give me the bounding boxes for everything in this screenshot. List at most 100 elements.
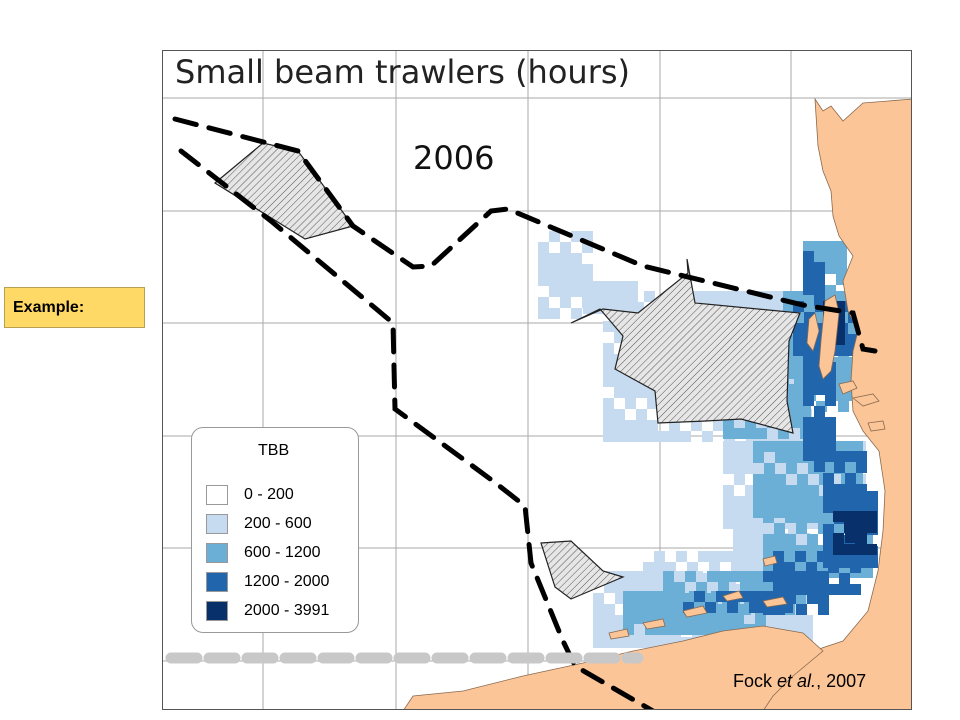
effort-cell <box>797 452 808 463</box>
effort-cell <box>734 441 745 452</box>
effort-cell <box>698 573 709 584</box>
effort-cell <box>689 613 700 624</box>
effort-cell <box>828 584 839 595</box>
effort-cell <box>733 522 744 533</box>
effort-cell <box>814 262 825 273</box>
effort-cell <box>838 390 849 401</box>
effort-cell <box>818 582 829 593</box>
island-wadden-4 <box>682 605 708 618</box>
effort-cell <box>838 357 849 368</box>
effort-cell <box>852 441 863 452</box>
effort-cell <box>538 308 549 319</box>
effort-cell <box>755 613 766 624</box>
effort-cell <box>626 582 637 593</box>
legend-row-4: 1200 - 2000 <box>206 571 329 593</box>
island-wadden-2 <box>762 555 778 567</box>
effort-cell <box>582 275 593 286</box>
effort-cell <box>825 384 836 395</box>
effort-cell <box>560 264 571 275</box>
effort-cell <box>656 591 667 602</box>
effort-cell <box>803 251 814 262</box>
effort-cell <box>829 523 840 534</box>
effort-cell <box>645 602 656 613</box>
effort-cell <box>763 534 774 545</box>
effort-cell <box>786 452 797 463</box>
effort-cell <box>814 439 825 450</box>
effort-cell <box>845 502 856 513</box>
effort-cell <box>691 420 702 431</box>
legend-row-1: 0 - 200 <box>206 484 294 506</box>
effort-cell <box>571 253 582 264</box>
effort-cell <box>856 491 867 502</box>
effort-cell <box>808 485 819 496</box>
effort-cell <box>593 604 604 615</box>
effort-cell <box>811 518 822 529</box>
effort-cell <box>683 602 694 613</box>
effort-cell <box>856 521 867 532</box>
effort-cell <box>794 291 805 302</box>
effort-cell <box>734 474 745 485</box>
effort-cell <box>678 624 689 635</box>
effort-cell <box>694 591 705 602</box>
effort-cell <box>742 551 753 562</box>
effort-cell <box>764 441 775 452</box>
effort-cell <box>605 281 616 292</box>
effort-cell <box>807 512 818 523</box>
effort-cell <box>836 252 847 263</box>
effort-cell <box>833 511 844 522</box>
effort-cell <box>699 291 710 302</box>
effort-cell <box>634 602 645 613</box>
effort-cell <box>636 420 647 431</box>
effort-cell <box>711 613 722 624</box>
effort-cell <box>796 523 807 534</box>
credit-etal: et al. <box>777 671 817 691</box>
effort-cell <box>676 573 687 584</box>
effort-cell <box>538 253 549 264</box>
effort-cell <box>731 551 742 562</box>
effort-cell <box>849 324 860 335</box>
effort-cell <box>560 242 571 253</box>
effort-cell <box>643 562 654 573</box>
effort-cell <box>627 281 638 292</box>
effort-cell <box>603 409 614 420</box>
effort-cell <box>774 604 785 615</box>
effort-cell <box>803 284 814 295</box>
effort-cell <box>738 591 749 602</box>
effort-cell <box>807 534 818 545</box>
island-wadden-7 <box>762 596 788 608</box>
effort-cell <box>723 452 734 463</box>
effort-cell <box>771 591 782 602</box>
effort-cell <box>645 613 656 624</box>
effort-cell <box>836 241 847 252</box>
effort-cell <box>775 485 786 496</box>
effort-cell <box>747 615 758 626</box>
map-year: 2006 <box>413 139 495 177</box>
effort-cell <box>604 582 615 593</box>
effort-cell <box>645 591 656 602</box>
effort-cell <box>637 582 648 593</box>
effort-cell <box>823 535 834 546</box>
legend-swatch-2 <box>206 514 228 534</box>
effort-cell <box>549 264 560 275</box>
effort-cell <box>807 582 818 593</box>
effort-cell <box>784 562 795 573</box>
legend-title: TBB <box>258 442 290 459</box>
effort-cell <box>814 450 825 461</box>
effort-cell <box>583 303 594 314</box>
effort-cell <box>769 615 780 626</box>
effort-cell <box>745 452 756 463</box>
effort-cell <box>834 557 845 568</box>
effort-cell <box>845 451 856 462</box>
effort-cell <box>807 545 818 556</box>
legend-label-1: 0 - 200 <box>244 486 294 503</box>
effort-cell <box>789 395 800 406</box>
effort-cell <box>654 562 665 573</box>
effort-cell <box>814 417 825 428</box>
effort-cell <box>785 582 796 593</box>
effort-cell <box>698 551 709 562</box>
effort-cell <box>833 533 844 544</box>
legend-row-5: 2000 - 3991 <box>206 600 329 622</box>
effort-cell <box>560 253 571 264</box>
effort-cell <box>834 323 845 334</box>
effort-cell <box>785 501 796 512</box>
